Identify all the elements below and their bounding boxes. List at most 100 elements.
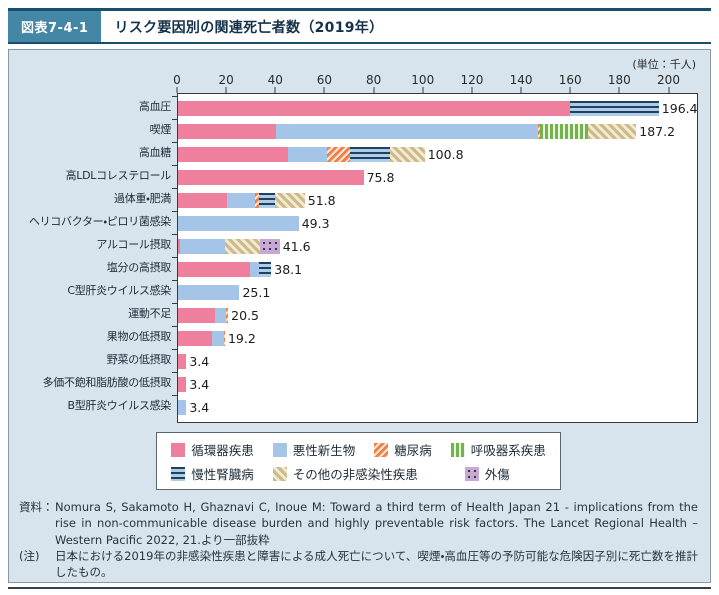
bar-segment-cancer xyxy=(178,216,299,231)
axis-tick-label: 120 xyxy=(460,73,484,87)
axis-tick-label: 140 xyxy=(509,73,533,87)
bar-segment-cvd xyxy=(178,308,215,323)
bar-segment-injury xyxy=(260,239,280,254)
row-label: C型肝炎ウイルス感染 xyxy=(67,283,171,297)
legend-swatch-cancer-icon xyxy=(272,442,287,457)
footer-notes: 資料： Nomura S, Sakamoto H, Ghaznavi C, In… xyxy=(19,499,698,581)
axis-tick-label: 60 xyxy=(316,73,333,87)
legend-swatch-diabetes-icon xyxy=(374,442,389,457)
chart-row: 187.2 xyxy=(172,119,697,143)
axis-tick-mark xyxy=(225,87,227,93)
bar-segment-ckd xyxy=(259,262,272,277)
legend-swatch-other-icon xyxy=(272,466,287,481)
legend-row-2: 慢性腎臓病 その他の非感染性疾患 外傷 xyxy=(171,464,546,483)
plot-column: 0 20 40 60 80 100 120 140 160 180 200 196.4 187.2 10… xyxy=(172,73,698,423)
bar-segment-cvd xyxy=(178,377,187,392)
axis-tick-mark xyxy=(520,87,522,93)
legend-label: 循環器疾患 xyxy=(191,443,254,458)
bar-segment-cvd xyxy=(178,331,212,346)
bar-value-label: 38.1 xyxy=(274,262,303,277)
axis-tick-mark xyxy=(618,87,620,93)
axis-tick-mark xyxy=(323,87,325,93)
bar-segment-cancer xyxy=(288,147,328,162)
bar-segment-cvd xyxy=(178,239,180,254)
legend-swatch-cvd-icon xyxy=(171,442,186,457)
legend-item: 外傷 xyxy=(464,464,510,483)
chart-legend: 循環器疾患 悪性新生物 糖尿病 呼吸器系疾患 慢性腎臓病 その他の非感染性疾患 外傷 xyxy=(156,432,561,490)
bar-segment-other xyxy=(390,147,425,162)
bar-segment-ckd xyxy=(569,101,659,116)
bar-value-label: 75.8 xyxy=(366,170,395,185)
bar-value-label: 3.4 xyxy=(189,354,210,369)
legend-label: 慢性腎臓病 xyxy=(191,467,254,482)
bar-segment-cancer xyxy=(275,124,538,139)
chart-row: 49.3 xyxy=(172,211,697,235)
chart-row: 51.8 xyxy=(172,188,697,212)
bar-value-label: 196.4 xyxy=(661,101,698,116)
chart-row: 19.2 xyxy=(172,326,697,350)
legend-label: 外傷 xyxy=(484,467,510,482)
chart-row: 3.4 xyxy=(172,349,697,373)
source-text: Nomura S, Sakamoto H, Ghaznavi C, Inoue … xyxy=(55,500,698,547)
axis-tick-mark xyxy=(176,87,178,93)
legend-item: 呼吸器系疾患 xyxy=(450,440,546,459)
unit-label: (単位：千人) xyxy=(632,58,696,71)
figure-title: リスク要因別の関連死亡者数（2019年） xyxy=(114,19,384,36)
row-label: 高血圧 xyxy=(138,99,171,113)
bar-value-label: 100.8 xyxy=(427,147,464,162)
bar-segment-cancer xyxy=(226,193,255,208)
note-text: 日本における2019年の非感染性疾患と障害による成人死亡について、喫煙・高血圧等… xyxy=(55,548,698,580)
chart-row: 3.4 xyxy=(172,395,697,419)
axis-tick-label: 100 xyxy=(411,73,435,87)
bar-segment-resp xyxy=(540,124,589,139)
chart-row: 20.5 xyxy=(172,303,697,327)
legend-item: 循環器疾患 xyxy=(171,440,254,459)
chart-row: 38.1 xyxy=(172,257,697,281)
bar-segment-diabetes xyxy=(254,193,259,208)
bar-segment-diabetes xyxy=(225,308,229,323)
bar-segment-other xyxy=(275,193,305,208)
bar-segment-cvd xyxy=(178,147,289,162)
x-axis: 0 20 40 60 80 100 120 140 160 180 200 xyxy=(173,73,698,93)
axis-tick-label: 40 xyxy=(267,73,283,87)
row-label: アルコール摂取 xyxy=(96,237,171,251)
bar-value-label: 3.4 xyxy=(189,400,210,415)
chart-row: 25.1 xyxy=(172,280,697,304)
legend-swatch-ckd-icon xyxy=(171,466,186,481)
source-label: 資料： xyxy=(19,500,54,514)
bar-segment-cancer xyxy=(214,308,226,323)
legend-label: その他の非感染性疾患 xyxy=(292,467,418,482)
bar-segment-cancer xyxy=(211,331,224,346)
axis-tick-mark xyxy=(274,87,276,93)
row-label: 多価不飽和脂肪酸の低摂取 xyxy=(42,375,172,389)
bar-segment-other xyxy=(588,124,637,139)
row-label: 野菜の低摂取 xyxy=(106,352,172,366)
bar-value-label: 187.2 xyxy=(639,124,676,139)
bar-value-label: 51.8 xyxy=(307,193,336,208)
row-label: ヘリコバクター・ピロリ菌感染 xyxy=(28,214,171,228)
bar-segment-cvd xyxy=(178,170,364,185)
legend-item: 慢性腎臓病 xyxy=(171,464,254,483)
legend-label: 呼吸器系疾患 xyxy=(470,443,546,458)
bar-segment-cvd xyxy=(178,262,250,277)
bar-value-label: 49.3 xyxy=(301,216,330,231)
bar-value-label: 20.5 xyxy=(231,308,260,323)
bar-segment-cancer xyxy=(178,285,240,300)
bar-segment-cancer xyxy=(249,262,260,277)
legend-swatch-injury-icon xyxy=(464,466,479,481)
annotation-note: (注) 日本における2019年の非感染性疾患と障害による成人死亡について、喫煙・… xyxy=(19,548,698,581)
row-label: 喫煙 xyxy=(149,122,172,136)
axis-tick-label: 160 xyxy=(558,73,582,87)
axis-tick-label: 180 xyxy=(607,73,631,87)
bar-segment-ckd xyxy=(258,193,276,208)
legend-item: その他の非感染性疾患 xyxy=(272,464,418,483)
bar-value-label: 25.1 xyxy=(242,285,271,300)
row-label: 果物の低摂取 xyxy=(106,329,172,343)
bar-segment-ckd xyxy=(350,147,391,162)
axis-tick-mark xyxy=(422,87,424,93)
bar-segment-diabetes xyxy=(223,331,225,346)
bar-segment-cancer xyxy=(178,400,187,415)
axis-tick-mark xyxy=(373,87,375,93)
legend-label: 悪性新生物 xyxy=(292,443,356,458)
bar-chart: 高血圧 喫煙 高血糖 高LDLコレステロール 過体重・肥満 ヘリコバクター・ピロリ菌感染ア… xyxy=(19,73,698,423)
